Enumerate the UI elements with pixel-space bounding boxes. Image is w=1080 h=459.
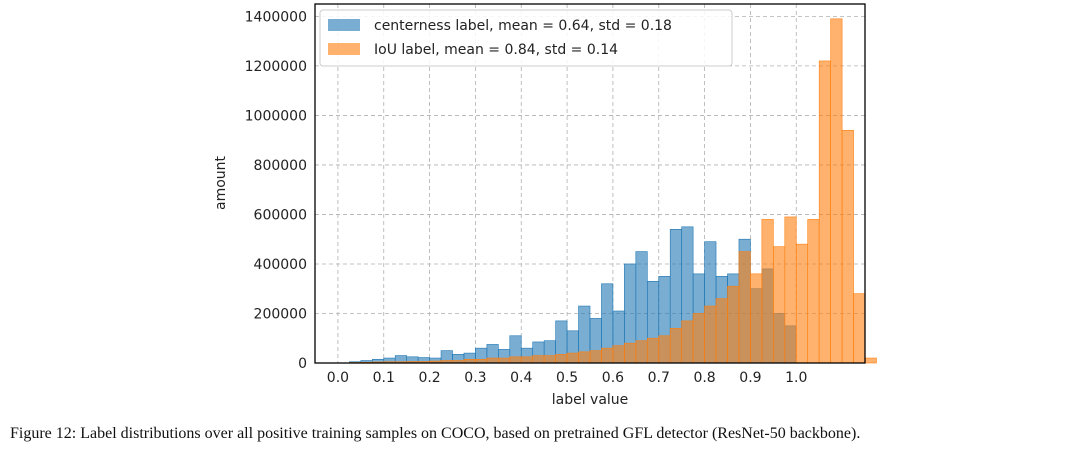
y-tick-label: 0 xyxy=(298,356,307,372)
bar-iou xyxy=(566,352,579,364)
bar-iou xyxy=(727,285,740,364)
x-tick-label: 0.4 xyxy=(510,370,532,386)
legend: centerness label, mean = 0.64, std = 0.1… xyxy=(319,9,733,67)
y-tick-label: 1200000 xyxy=(245,59,307,75)
bar-iou xyxy=(601,347,614,364)
bar-iou xyxy=(795,243,809,364)
legend-swatch-centerness xyxy=(328,19,360,31)
bar-iou xyxy=(509,356,522,364)
bar-iou xyxy=(669,328,682,364)
x-tick-label: 0.6 xyxy=(602,370,624,386)
x-tick-label: 1.0 xyxy=(785,370,807,386)
x-tick-label: 0.9 xyxy=(739,370,761,386)
bar-iou xyxy=(784,216,797,364)
x-tick-label: 0.1 xyxy=(373,370,395,386)
figure-caption: Figure 12: Label distributions over all … xyxy=(10,425,861,442)
bar-iou xyxy=(853,293,866,364)
bar-iou xyxy=(807,219,820,364)
x-tick-label: 0.8 xyxy=(693,370,715,386)
x-tick-label: 0.2 xyxy=(418,370,440,386)
bar-iou xyxy=(715,298,728,364)
legend-box xyxy=(319,9,733,67)
bar-iou xyxy=(750,273,763,364)
y-tick-label: 1000000 xyxy=(245,108,307,124)
bar-iou xyxy=(738,251,751,364)
bar-iou xyxy=(704,305,717,364)
bar-iou xyxy=(486,357,499,364)
x-axis-label: label value xyxy=(552,392,629,408)
histogram-chart: 0 200000 400000 600000 800000 1000000 1200000 1… xyxy=(213,3,877,408)
legend-swatch-iou xyxy=(328,43,360,55)
y-tick-label: 200000 xyxy=(254,306,307,322)
bar-iou xyxy=(635,340,648,364)
y-tick-label: 800000 xyxy=(254,158,307,174)
x-tick-labels: 0.0 0.1 0.2 0.3 0.4 0.5 0.6 0.7 0.8 0.9 1.0 xyxy=(327,370,808,386)
bar-iou xyxy=(498,357,511,364)
bar-iou xyxy=(818,60,831,364)
bar-iou xyxy=(555,354,568,364)
y-tick-labels: 0 200000 400000 600000 800000 1000000 1200000 1… xyxy=(245,9,307,372)
bar-iou xyxy=(624,342,637,364)
x-tick-label: 0.3 xyxy=(464,370,486,386)
bar-iou xyxy=(773,246,786,364)
bar-iou xyxy=(612,345,625,364)
bar-iou xyxy=(589,350,602,364)
x-tick-label: 0.7 xyxy=(648,370,670,386)
x-tick-label: 0.5 xyxy=(556,370,578,386)
bar-iou xyxy=(578,351,591,364)
legend-label-centerness: centerness label, mean = 0.64, std = 0.1… xyxy=(374,18,672,34)
bar-iou xyxy=(532,355,545,364)
bar-iou xyxy=(830,18,843,364)
y-tick-label: 600000 xyxy=(254,207,307,223)
bar-iou xyxy=(841,129,854,364)
y-tick-label: 400000 xyxy=(254,257,307,273)
plot-frame xyxy=(314,3,866,364)
bar-iou xyxy=(761,219,774,364)
bar-iou xyxy=(543,355,556,364)
y-tick-label: 1400000 xyxy=(245,9,307,25)
bar-iou xyxy=(646,337,660,364)
bar-iou xyxy=(864,357,877,364)
x-tick-label: 0.0 xyxy=(327,370,349,386)
bar-iou xyxy=(520,356,534,364)
legend-label-iou: IoU label, mean = 0.84, std = 0.14 xyxy=(374,42,618,58)
bar-iou xyxy=(681,320,694,364)
y-axis-label: amount xyxy=(213,155,229,210)
bar-iou xyxy=(658,335,671,364)
bar-iou xyxy=(692,313,705,364)
